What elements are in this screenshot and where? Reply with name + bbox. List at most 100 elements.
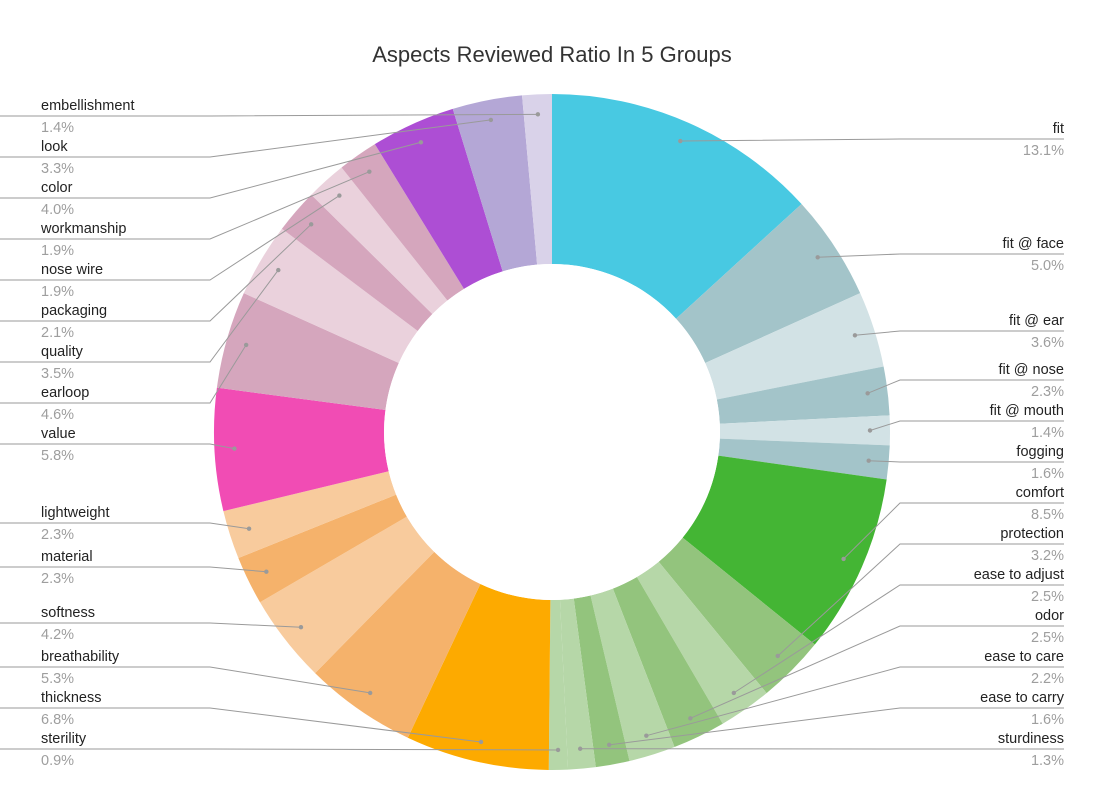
leader-line-nose-wire xyxy=(0,195,340,281)
slice-percent-ease-to-care: 2.2% xyxy=(1031,671,1064,687)
slice-percent-nose-wire: 1.9% xyxy=(41,284,74,300)
leader-line-fit xyxy=(680,138,1064,142)
slice-fogging xyxy=(718,438,890,480)
slice-percent-embellishment: 1.4% xyxy=(41,120,74,136)
slice-value xyxy=(214,387,389,512)
slice-percent-softness: 4.2% xyxy=(41,627,74,643)
slice-label-nose-wire: nose wire xyxy=(41,262,103,278)
slice-label-look: look xyxy=(41,139,68,155)
slice-packaging xyxy=(281,194,433,331)
slice-percent-quality: 3.5% xyxy=(41,366,74,382)
leader-line-odor xyxy=(690,625,1064,719)
leader-line-material xyxy=(0,566,267,573)
slice-percent-odor: 2.5% xyxy=(1031,630,1064,646)
slice-percent-fit-ear: 3.6% xyxy=(1031,335,1064,351)
slice-fit xyxy=(552,94,802,319)
slice-label-earloop: earloop xyxy=(41,385,89,401)
leader-line-ease-to-care xyxy=(646,666,1064,737)
leader-dot-earloop xyxy=(243,342,249,348)
slice-softness xyxy=(260,516,435,674)
slice-percent-sterility: 0.9% xyxy=(41,753,74,769)
leader-line-protection xyxy=(777,543,1064,657)
slice-earloop xyxy=(216,293,399,410)
leader-lines-group xyxy=(0,112,1064,753)
slice-percent-fit-mouth: 1.4% xyxy=(1031,425,1064,441)
slice-percent-protection: 3.2% xyxy=(1031,548,1064,564)
chart-title: Aspects Reviewed Ratio In 5 Groups xyxy=(372,42,732,67)
slice-fit-face xyxy=(676,204,861,364)
slice-sturdiness xyxy=(559,598,596,770)
leader-line-lightweight xyxy=(0,522,250,530)
donut-hole xyxy=(384,264,720,600)
leader-line-breathability xyxy=(0,666,371,694)
slice-lightweight xyxy=(223,471,397,558)
leader-dot-fit-nose xyxy=(865,391,870,396)
leader-dot-embellishment xyxy=(535,112,541,117)
leader-line-value xyxy=(0,443,235,450)
slice-label-workmanship: workmanship xyxy=(40,221,126,237)
slice-label-embellishment: embellishment xyxy=(41,98,135,114)
slice-label-ease-to-adjust: ease to adjust xyxy=(974,567,1064,583)
leader-dot-softness xyxy=(298,625,304,630)
slice-label-protection: protection xyxy=(1000,526,1064,542)
leader-dot-fit-ear xyxy=(852,333,858,338)
slice-ease-to-adjust xyxy=(636,561,767,724)
slice-percent-fogging: 1.6% xyxy=(1031,466,1064,482)
slice-percent-lightweight: 2.3% xyxy=(41,527,74,543)
slice-percent-sturdiness: 1.3% xyxy=(1031,753,1064,769)
slice-label-breathability: breathability xyxy=(41,649,120,665)
slice-label-value: value xyxy=(41,426,76,442)
leader-dot-fit-mouth xyxy=(867,428,873,433)
leader-line-look xyxy=(0,119,491,158)
leader-dot-ease-to-adjust xyxy=(731,690,737,696)
leader-line-workmanship xyxy=(0,171,370,240)
slice-label-fit-face: fit @ face xyxy=(1003,236,1064,252)
leader-dot-thickness xyxy=(478,739,484,745)
slice-percent-packaging: 2.1% xyxy=(41,325,74,341)
slice-label-quality: quality xyxy=(41,344,84,360)
leader-line-softness xyxy=(0,622,301,628)
leader-line-color xyxy=(0,141,422,199)
leader-dot-fogging xyxy=(866,458,871,463)
leader-dot-sturdiness xyxy=(577,746,583,751)
leader-line-fit-face xyxy=(817,253,1064,258)
leader-dot-material xyxy=(264,569,269,574)
leader-dot-lightweight xyxy=(246,526,252,531)
leader-line-ease-to-carry xyxy=(609,707,1064,746)
slice-label-fit-nose: fit @ nose xyxy=(999,362,1065,378)
leader-dot-protection xyxy=(775,653,780,659)
slice-percent-value: 5.8% xyxy=(41,448,74,464)
leader-line-fit-nose xyxy=(867,379,1064,394)
leader-dot-fit-face xyxy=(815,255,820,260)
leader-line-thickness xyxy=(0,707,482,743)
slice-label-softness: softness xyxy=(41,605,95,621)
slice-material xyxy=(238,494,407,603)
slice-label-lightweight: lightweight xyxy=(41,505,110,521)
slice-percent-breathability: 5.3% xyxy=(41,671,74,687)
slice-sterility xyxy=(548,599,569,770)
leader-dot-fit xyxy=(678,138,683,144)
slice-label-material: material xyxy=(41,549,93,565)
slices-group xyxy=(214,94,890,770)
slice-percent-workmanship: 1.9% xyxy=(41,243,74,259)
slice-label-ease-to-carry: ease to carry xyxy=(980,690,1065,706)
slice-label-odor: odor xyxy=(1035,608,1064,624)
leader-dot-ease-to-carry xyxy=(606,742,612,748)
leader-dot-quality xyxy=(276,267,281,273)
slice-label-comfort: comfort xyxy=(1016,485,1064,501)
leader-dot-sterility xyxy=(555,747,561,753)
leader-dot-nose-wire xyxy=(337,193,342,198)
leader-line-packaging xyxy=(0,223,312,322)
slice-percent-ease-to-carry: 1.6% xyxy=(1031,712,1064,728)
leader-dot-workmanship xyxy=(367,169,372,174)
slice-color xyxy=(374,108,503,289)
slice-look xyxy=(452,95,538,272)
slice-percent-color: 4.0% xyxy=(41,202,74,218)
slice-percent-ease-to-adjust: 2.5% xyxy=(1031,589,1064,605)
slice-label-ease-to-care: ease to care xyxy=(984,649,1064,665)
slice-percent-fit: 13.1% xyxy=(1023,143,1064,159)
leader-line-fit-mouth xyxy=(869,420,1064,431)
slice-fit-ear xyxy=(705,293,884,400)
slice-percent-material: 2.3% xyxy=(41,571,74,587)
